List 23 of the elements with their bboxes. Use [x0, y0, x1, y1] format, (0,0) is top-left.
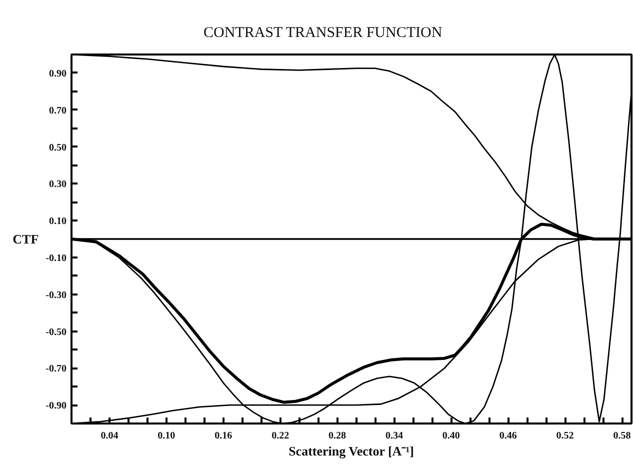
y-tick-label: 0.50	[49, 142, 66, 154]
y-tick-label: -0.10	[46, 252, 67, 264]
x-tick-label: 0.34	[385, 430, 403, 442]
x-tick-label: 0.10	[158, 430, 176, 442]
y-tick-label: -0.90	[46, 400, 67, 412]
y-tick-label: -0.30	[46, 290, 67, 301]
y-tick-label: -0.70	[46, 364, 67, 375]
x-tick-label: 0.04	[100, 430, 118, 442]
x-tick-label: 0.40	[442, 430, 460, 442]
y-tick-label: 0.90	[49, 68, 66, 80]
y-axis-title: CTF	[12, 232, 39, 246]
x-axis-title: Scattering Vector [A⁻¹]	[288, 444, 414, 458]
x-tick-label: 0.58	[613, 430, 631, 442]
x-tick-label: 0.52	[556, 430, 574, 442]
y-tick-label: 0.10	[49, 216, 66, 228]
x-tick-label: 0.22	[272, 430, 290, 442]
y-tick-label: 0.30	[49, 179, 66, 190]
y-tick-label: 0.70	[49, 105, 66, 116]
chart-title: CONTRAST TRANSFER FUNCTION	[204, 25, 442, 41]
x-tick-label: 0.46	[499, 430, 517, 442]
y-tick-label: -0.50	[46, 326, 67, 338]
x-tick-label: 0.16	[214, 430, 232, 442]
x-tick-label: 0.28	[328, 430, 346, 442]
